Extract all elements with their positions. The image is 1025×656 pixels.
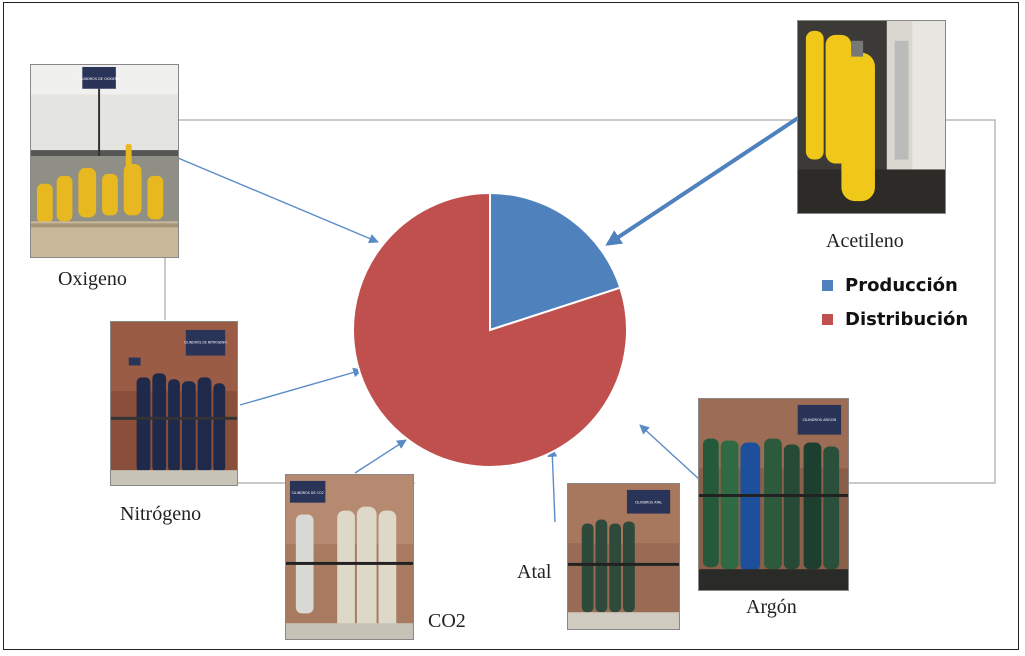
- legend-label-produccion: Producción: [845, 274, 958, 296]
- atal-photo: CILINDROS ATAL: [567, 483, 680, 630]
- arrow-acetileno: [605, 116, 800, 246]
- arrow-nitrogeno: [239, 367, 363, 406]
- caption-oxigeno: Oxigeno: [58, 268, 127, 290]
- acetileno-photo: [797, 20, 946, 214]
- co2-sign-text: CILINDROS DE CO2: [292, 491, 324, 495]
- arrow-atal: [547, 447, 558, 523]
- arrow-co2: [354, 439, 407, 474]
- pie-slice-produccion: [489, 191, 622, 332]
- argon-sign-text: CILINDROS ARGON: [803, 418, 837, 422]
- oxigeno-photo: CILINDROS DE OXIGENO: [30, 64, 179, 258]
- legend-swatch-produccion: [822, 279, 833, 291]
- caption-acetileno: Acetileno: [826, 230, 904, 252]
- chart-legend: Producción Distribución: [822, 268, 968, 336]
- arrow-oxigeno: [177, 157, 379, 244]
- oxigeno-sign-text: CILINDROS DE OXIGENO: [78, 77, 120, 81]
- atal-sign-text: CILINDROS ATAL: [635, 501, 662, 505]
- nitrogeno-photo: CILINDROS DE NITROGENO: [110, 321, 238, 486]
- outer-border: [3, 2, 1019, 650]
- caption-atal: Atal: [517, 561, 552, 583]
- arrow-argon: [639, 424, 701, 481]
- co2-photo: CILINDROS DE CO2: [285, 474, 414, 640]
- legend-swatch-distribucion: [822, 313, 833, 325]
- legend-label-distribucion: Distribución: [845, 308, 969, 330]
- nitrogeno-sign-text: CILINDROS DE NITROGENO: [184, 341, 227, 345]
- legend-item-distribucion: Distribución: [822, 302, 968, 336]
- legend-item-produccion: Producción: [822, 268, 968, 302]
- caption-nitrogeno: Nitrógeno: [120, 503, 202, 525]
- caption-co2: CO2: [428, 610, 466, 632]
- argon-photo: CILINDROS ARGON: [698, 398, 849, 591]
- pie-slice-distribucion: [352, 191, 628, 468]
- caption-argon: Argón: [746, 596, 797, 618]
